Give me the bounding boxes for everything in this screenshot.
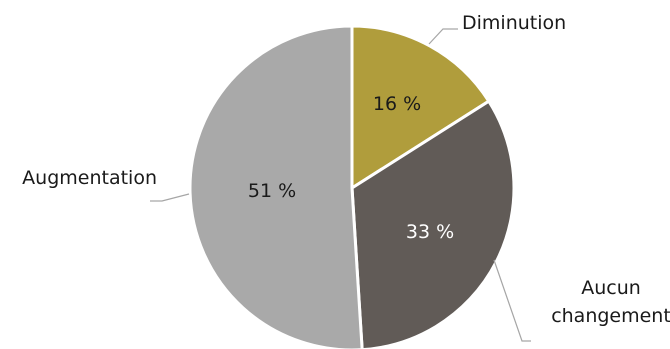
data-label-aucun-changement: 33 %: [406, 221, 454, 243]
pie-slice-diminution: [350, 24, 491, 190]
category-label-aucun-changement: Aucun changement: [551, 277, 670, 327]
leader-line-diminution: [428, 28, 458, 45]
leader-line-aucun-changement: [493, 259, 531, 342]
leader-lines: [150, 28, 531, 342]
category-labels: Diminution Aucun changement Augmentation: [22, 12, 670, 327]
pie-slices: [188, 24, 516, 349]
leader-line-augmentation: [150, 193, 190, 202]
data-labels: 16 % 33 % 51 %: [248, 93, 454, 243]
category-label-diminution: Diminution: [462, 12, 566, 34]
category-label-augmentation: Augmentation: [22, 167, 157, 189]
data-label-diminution: 16 %: [373, 93, 421, 115]
pie-slice-augmentation: [188, 24, 364, 349]
data-label-augmentation: 51 %: [248, 180, 296, 202]
pie-slice-aucun-changement: [350, 99, 516, 349]
